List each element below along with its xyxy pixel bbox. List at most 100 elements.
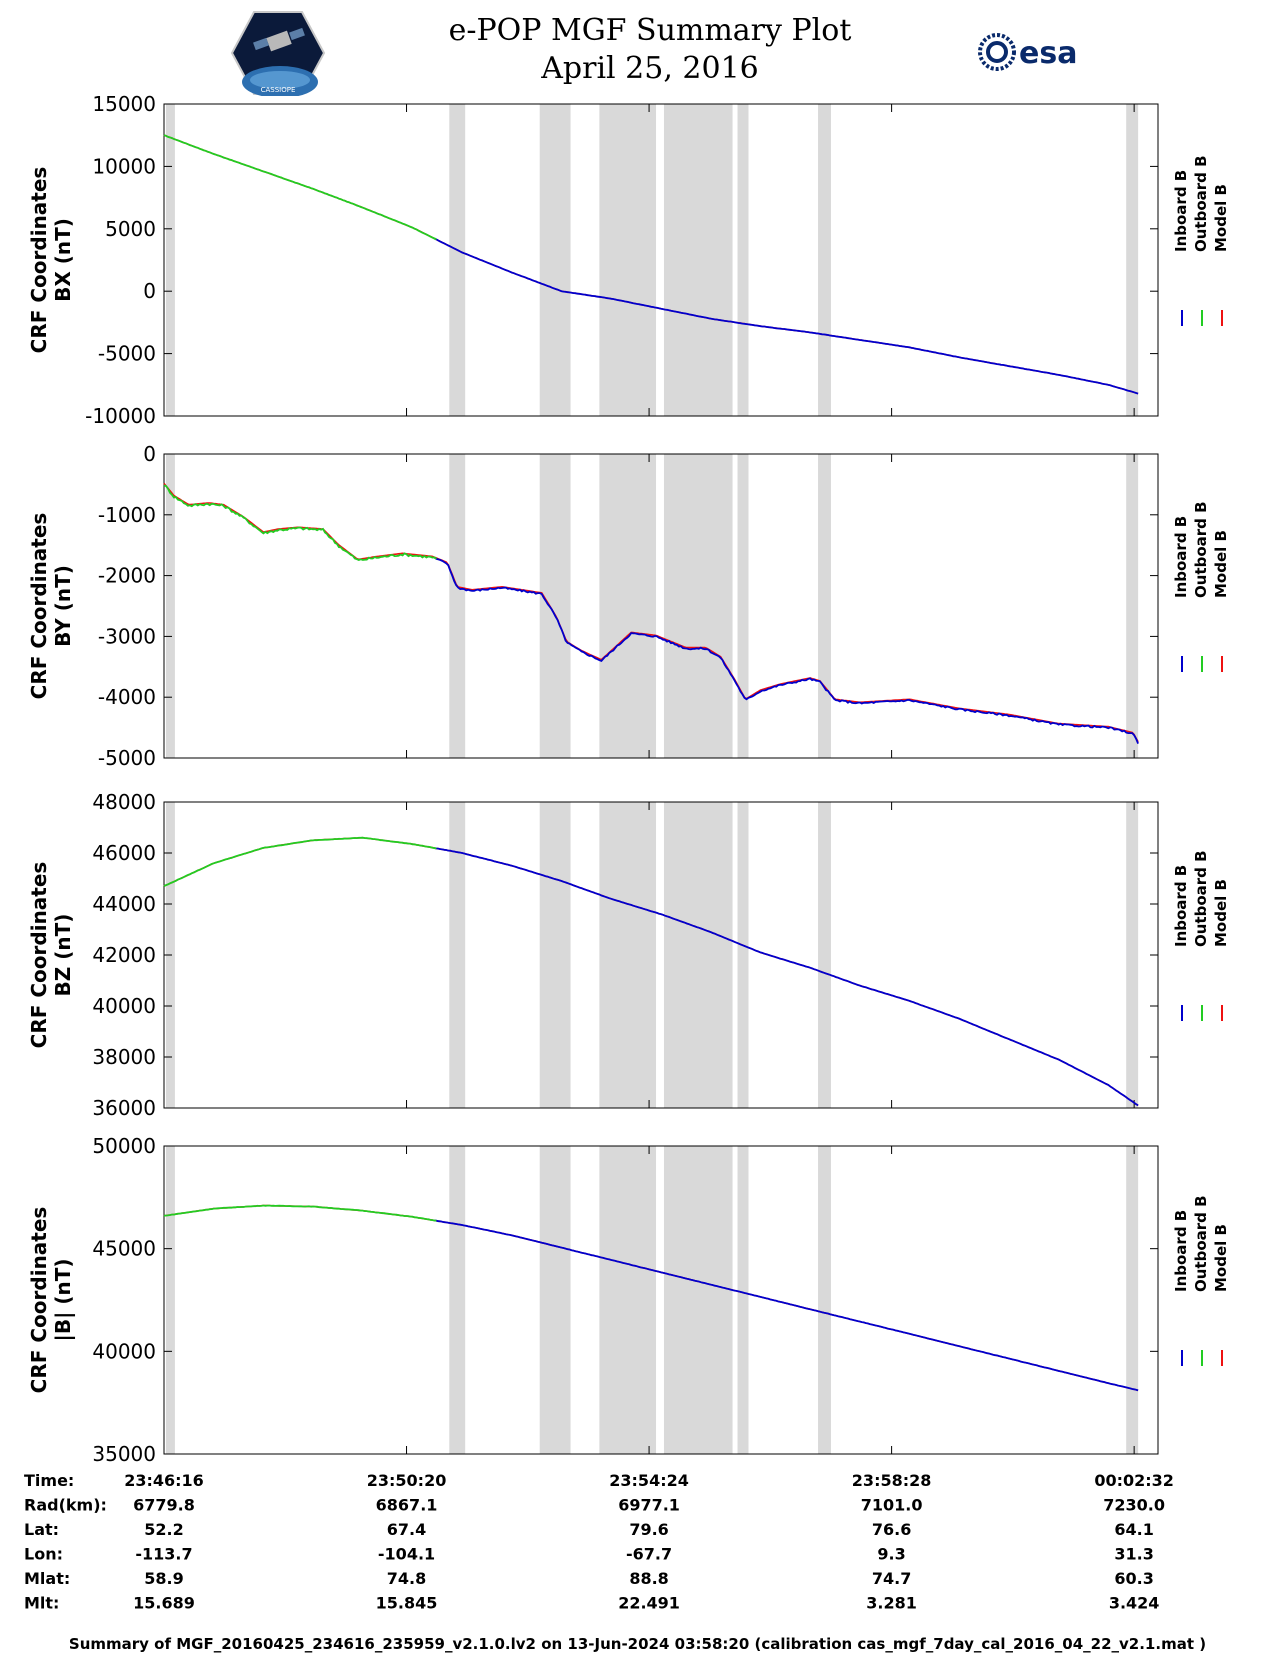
ephemeris-cell: 67.4 xyxy=(387,1520,426,1539)
y-axis-label: CRF Coordinates BY (nT) xyxy=(27,513,75,700)
ephemeris-row-label: Mlt: xyxy=(24,1594,59,1613)
y-axis-label-line-1: CRF Coordinates xyxy=(27,513,51,700)
ephemeris-cell: -113.7 xyxy=(135,1545,192,1564)
panel-3: 48000 46000 44000 42000 40000 38000 36000 CRF C… xyxy=(27,790,1230,1120)
y-tick-label: 45000 xyxy=(92,1237,156,1261)
esa-logo-text: esa xyxy=(1019,36,1077,71)
ephemeris-cell: 3.424 xyxy=(1109,1594,1160,1613)
series-outboard-b xyxy=(163,1204,437,1222)
data-gap-band xyxy=(818,454,831,758)
ephemeris-row-label: Rad(km): xyxy=(24,1496,107,1515)
ephemeris-cell: 7230.0 xyxy=(1103,1496,1165,1515)
ephemeris-cell: 22.491 xyxy=(618,1594,680,1613)
ephemeris-row-label: Mlat: xyxy=(24,1569,70,1588)
ephemeris-cell: -67.7 xyxy=(626,1545,672,1564)
y-tick-label: 10000 xyxy=(92,154,156,178)
y-tick-label: -1000 xyxy=(98,503,156,527)
ephemeris-row-label: Lon: xyxy=(24,1545,63,1564)
legend: Inboard B Outboard B Model B xyxy=(1172,501,1230,672)
data-gap-band xyxy=(737,454,749,758)
y-tick-label: 36000 xyxy=(92,1096,156,1120)
panel-frame xyxy=(163,801,1159,1109)
y-tick-label: 44000 xyxy=(92,892,156,916)
series-inboard-b xyxy=(434,1219,1139,1392)
y-axis-label: CRF Coordinates |B| (nT) xyxy=(27,1207,75,1394)
legend: Inboard B Outboard B Model B xyxy=(1172,1195,1230,1366)
series-inboard-b xyxy=(434,847,1139,1107)
series-outboard-b xyxy=(163,134,437,241)
legend-label: Model B xyxy=(1212,879,1230,947)
data-gap-band xyxy=(165,454,175,758)
plot-title-line-1: e-POP MGF Summary Plot xyxy=(448,13,852,48)
series-inboard-b xyxy=(433,556,1139,744)
ephemeris-cell: 3.281 xyxy=(866,1594,917,1613)
data-gap-band xyxy=(818,104,831,416)
data-gap-band xyxy=(599,104,657,416)
data-gap-band xyxy=(1126,454,1139,758)
y-tick-label: 48000 xyxy=(92,790,156,814)
data-gap-band xyxy=(539,802,571,1108)
ephemeris-cell: 74.8 xyxy=(387,1569,426,1588)
ephemeris-cell: 23:54:24 xyxy=(609,1471,689,1490)
panel-frame xyxy=(163,1145,1159,1455)
y-tick-label: -2000 xyxy=(98,564,156,588)
ephemeris-cell: -104.1 xyxy=(378,1545,435,1564)
legend-label: Model B xyxy=(1212,184,1230,252)
ephemeris-cell: 60.3 xyxy=(1114,1569,1153,1588)
data-gap-band xyxy=(1126,1146,1139,1454)
y-tick-label: 0 xyxy=(143,442,156,466)
ephemeris-cell: 23:50:20 xyxy=(367,1471,447,1490)
cassiope-mission-logo: CASSIOPE xyxy=(230,11,326,96)
data-gap-band xyxy=(1126,104,1139,416)
y-axis-label-line-2: BZ (nT) xyxy=(51,914,75,997)
data-gap-band xyxy=(663,454,733,758)
ephemeris-cell: 64.1 xyxy=(1114,1520,1153,1539)
ephemeris-cell: 7101.0 xyxy=(861,1496,923,1515)
legend-label: Model B xyxy=(1212,530,1230,598)
y-axis-label: CRF Coordinates BZ (nT) xyxy=(27,862,75,1049)
y-tick-label: 35000 xyxy=(92,1442,156,1466)
data-gap-band xyxy=(818,1146,831,1454)
ephemeris-cell: 58.9 xyxy=(144,1569,183,1588)
panel-frame xyxy=(163,103,1159,417)
y-tick-label: 15000 xyxy=(92,92,156,116)
panel-2: 0 -1000 -2000 -3000 -4000 -5000 CRF Coordinate… xyxy=(27,442,1230,770)
plot-title: e-POP MGF Summary Plot April 25, 2016 xyxy=(380,12,920,88)
y-tick-label: -10000 xyxy=(85,404,156,428)
ephemeris-cell: 23:58:28 xyxy=(852,1471,932,1490)
y-axis-label-line-2: BY (nT) xyxy=(51,565,75,647)
ephemeris-cell: 23:46:16 xyxy=(124,1471,204,1490)
y-tick-label: 40000 xyxy=(92,1339,156,1363)
panel-1: 15000 10000 5000 0 -5000 -10000 CRF Coordinate… xyxy=(27,92,1230,428)
data-gap-band xyxy=(449,1146,466,1454)
ephemeris-cell: 52.2 xyxy=(144,1520,183,1539)
data-gap-band xyxy=(539,104,571,416)
data-gap-band xyxy=(599,454,657,758)
ephemeris-cell: 15.689 xyxy=(133,1594,195,1613)
legend-label: Inboard B xyxy=(1172,865,1190,947)
ephemeris-cell: 9.3 xyxy=(877,1545,905,1564)
y-axis-label-line-1: CRF Coordinates xyxy=(27,862,51,1049)
plot-title-line-2: April 25, 2016 xyxy=(541,51,759,86)
legend-label: Outboard B xyxy=(1192,501,1210,598)
data-gap-band xyxy=(165,104,175,416)
ephemeris-row-label: Time: xyxy=(24,1471,74,1490)
ephemeris-cell: 31.3 xyxy=(1114,1545,1153,1564)
y-tick-label: -5000 xyxy=(98,746,156,770)
ephemeris-cell: 6977.1 xyxy=(618,1496,680,1515)
data-gap-band xyxy=(165,1146,175,1454)
esa-logo: esa xyxy=(978,33,1077,71)
ephemeris-table: Time: Rad(km): Lat: Lon: Mlat: Mlt: 23:46:16 67… xyxy=(24,1471,1174,1613)
y-tick-label: 0 xyxy=(143,279,156,303)
data-gap-band xyxy=(539,454,571,758)
legend-label: Inboard B xyxy=(1172,1210,1190,1292)
y-tick-label: 38000 xyxy=(92,1045,156,1069)
data-gap-band xyxy=(449,802,466,1108)
legend-label: Model B xyxy=(1212,1224,1230,1292)
legend-label: Outboard B xyxy=(1192,1195,1210,1292)
legend: Inboard B Outboard B Model B xyxy=(1172,155,1230,326)
ephemeris-cell: 00:02:32 xyxy=(1094,1471,1174,1490)
series-outboard-b xyxy=(163,484,437,561)
panel-4: 50000 45000 40000 35000 CRF Coordinates |B| (… xyxy=(27,1134,1230,1466)
y-axis-label-line-2: BX (nT) xyxy=(51,218,75,302)
